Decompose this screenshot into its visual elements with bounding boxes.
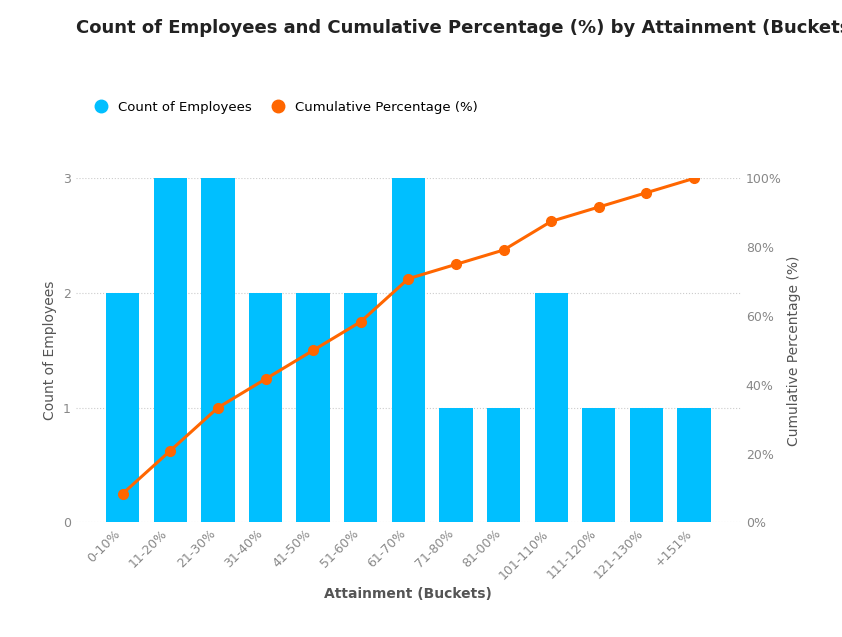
Bar <box>153 178 187 522</box>
Bar <box>582 408 616 522</box>
Bar <box>487 408 520 522</box>
Y-axis label: Count of Employees: Count of Employees <box>44 281 57 420</box>
Bar <box>296 293 330 522</box>
Bar <box>344 293 377 522</box>
Bar <box>630 408 663 522</box>
Text: Count of Employees and Cumulative Percentage (%) by Attainment (Buckets): Count of Employees and Cumulative Percen… <box>76 19 842 37</box>
Bar <box>392 178 425 522</box>
Bar <box>106 293 139 522</box>
Legend: Count of Employees, Cumulative Percentage (%): Count of Employees, Cumulative Percentag… <box>83 96 483 119</box>
Bar <box>249 293 282 522</box>
Y-axis label: Cumulative Percentage (%): Cumulative Percentage (%) <box>787 255 802 445</box>
Bar <box>201 178 235 522</box>
Bar <box>535 293 568 522</box>
Bar <box>440 408 472 522</box>
X-axis label: Attainment (Buckets): Attainment (Buckets) <box>324 587 493 601</box>
Bar <box>678 408 711 522</box>
